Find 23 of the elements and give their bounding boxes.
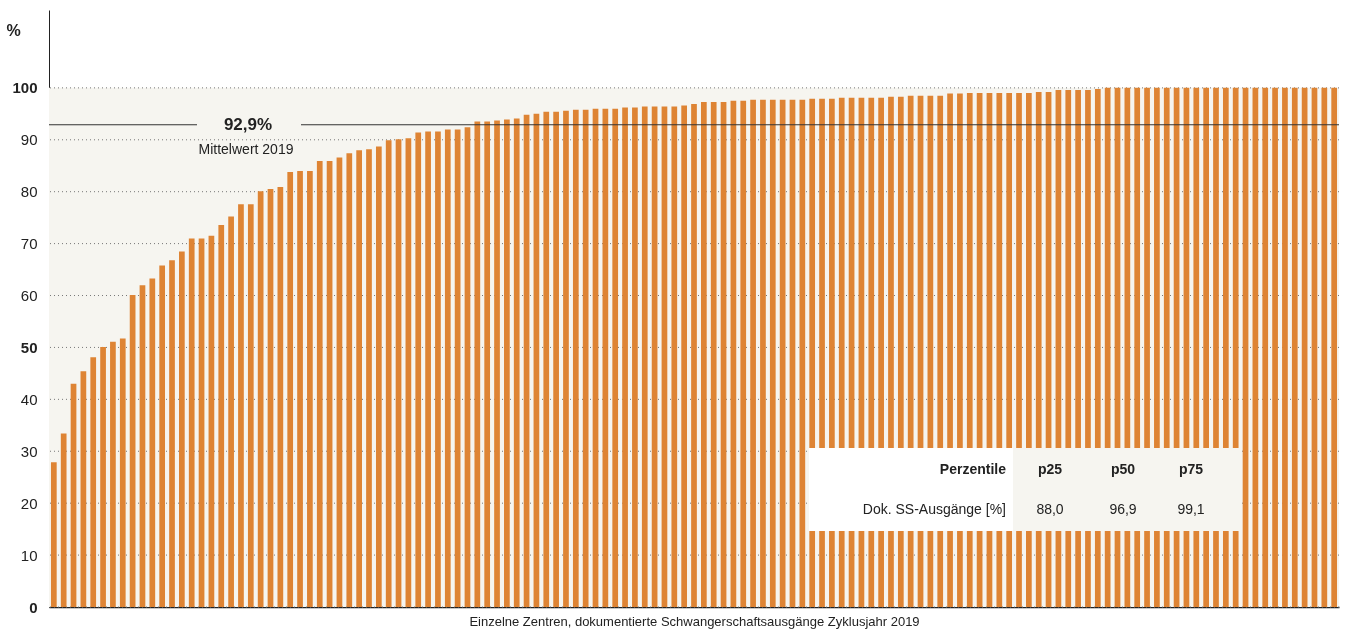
x-axis-title: Einzelne Zentren, dokumentierte Schwangerschaftsausgänge Zyklusjahr 2019 bbox=[469, 613, 920, 629]
y-tick-label: 70 bbox=[20, 235, 38, 253]
y-tick-label: 30 bbox=[20, 442, 38, 460]
y-tick-label: 40 bbox=[20, 390, 38, 408]
annotation: Perzentile bbox=[939, 461, 1007, 477]
annotation: 96,9 bbox=[1109, 501, 1137, 517]
annotation: 99,1 bbox=[1177, 501, 1205, 517]
annotation: p25 bbox=[1037, 461, 1063, 477]
y-tick-label: 0 bbox=[29, 598, 38, 616]
y-tick-label: 20 bbox=[20, 494, 38, 512]
annotation: Mittelwert 2019 bbox=[198, 141, 294, 157]
y-tick-label: 50 bbox=[20, 338, 38, 356]
y-tick-label: 80 bbox=[20, 183, 38, 201]
ref-line-label: 92,9% bbox=[223, 114, 273, 134]
annotation: p50 bbox=[1110, 461, 1136, 477]
annotation: Dok. SS-Ausgänge [%] bbox=[862, 501, 1006, 517]
y-tick-label: 10 bbox=[20, 546, 38, 564]
y-axis-title: % bbox=[6, 21, 21, 39]
annotation: 88,0 bbox=[1036, 501, 1064, 517]
y-tick-label: 60 bbox=[20, 287, 38, 305]
y-tick-label: 100 bbox=[12, 79, 38, 97]
y-tick-label: 90 bbox=[20, 131, 38, 149]
annotation: p75 bbox=[1178, 461, 1204, 477]
